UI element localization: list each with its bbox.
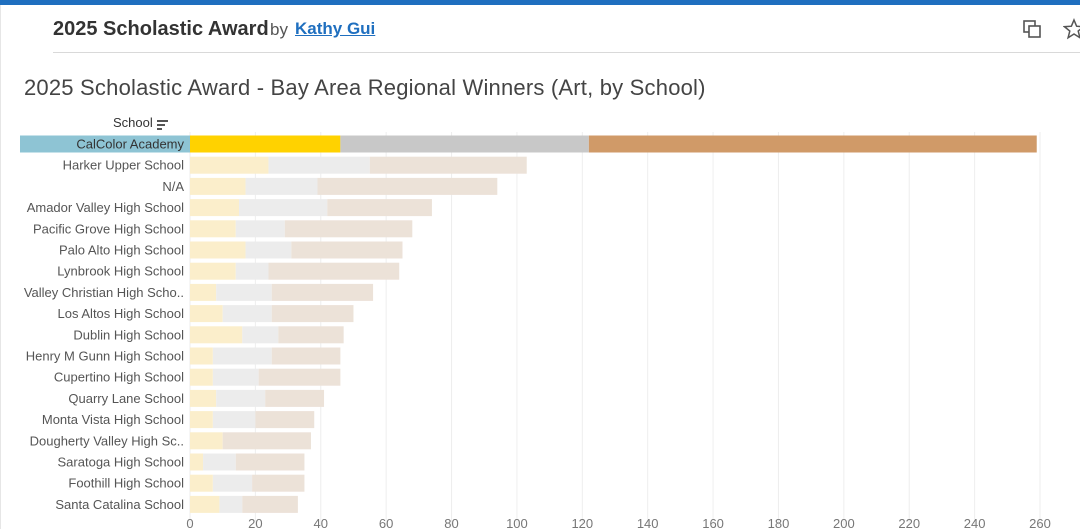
school-label[interactable]: Los Altos High School (58, 306, 185, 321)
x-tick-label: 140 (637, 516, 659, 529)
bar-segment-silver[interactable] (268, 156, 370, 174)
x-tick-label: 260 (1029, 516, 1051, 529)
bar-segment-gold[interactable] (190, 495, 220, 513)
bar-segment-honorable[interactable] (268, 262, 400, 280)
bar-segment-gold[interactable] (190, 283, 217, 301)
bar-segment-silver[interactable] (235, 220, 285, 238)
school-label[interactable]: Dublin High School (73, 327, 184, 342)
x-tick-label: 240 (964, 516, 986, 529)
bar-segment-honorable[interactable] (258, 368, 341, 386)
school-label[interactable]: Cupertino High School (54, 370, 184, 385)
x-tick-label: 120 (571, 516, 593, 529)
bar-segment-honorable[interactable] (327, 199, 432, 217)
sort-descending-icon[interactable] (156, 118, 169, 130)
bar-segment-gold[interactable] (190, 305, 223, 323)
bar-segment-honorable[interactable] (317, 177, 498, 195)
bar-segment-honorable[interactable] (271, 305, 354, 323)
bar-segment-silver[interactable] (222, 305, 272, 323)
school-label[interactable]: Lynbrook High School (57, 264, 184, 279)
bar-segment-gold[interactable] (190, 453, 204, 471)
school-label[interactable]: Valley Christian High Scho.. (24, 285, 184, 300)
bar-segment-gold[interactable] (190, 411, 213, 429)
bar-segment-gold[interactable] (190, 368, 213, 386)
bar-segment-silver[interactable] (212, 411, 256, 429)
viz-title: 2025 Scholastic Award - Bay Area Regiona… (24, 75, 706, 100)
school-label[interactable]: Dougherty Valley High Sc.. (30, 433, 184, 448)
bar-segment-honorable[interactable] (255, 411, 315, 429)
bar-segment-silver[interactable] (239, 199, 328, 217)
bar-segment-honorable[interactable] (235, 453, 305, 471)
bar-segment-honorable[interactable] (369, 156, 527, 174)
bar-segment-gold[interactable] (190, 241, 246, 259)
viz-header: 2025 Scholastic Award by Kathy Gui (53, 14, 1080, 53)
author-link[interactable]: Kathy Gui (295, 19, 376, 38)
viz-frame (0, 5, 1080, 529)
school-label[interactable]: Palo Alto High School (59, 243, 184, 258)
column-header-label: School (113, 115, 153, 130)
bar-segment-gold[interactable] (190, 432, 223, 450)
bar-segment-silver[interactable] (235, 262, 269, 280)
school-label[interactable]: CalColor Academy (76, 137, 184, 152)
bar-segment-honorable[interactable] (284, 220, 413, 238)
bar-segment-honorable[interactable] (222, 432, 311, 450)
school-label[interactable]: Henry M Gunn High School (26, 349, 184, 364)
bar-segment-gold[interactable] (190, 135, 341, 153)
star-icon[interactable] (1063, 18, 1080, 40)
school-label[interactable]: Pacific Grove High School (33, 221, 184, 236)
bar-segment-gold[interactable] (190, 262, 236, 280)
bar-segment-silver[interactable] (212, 368, 259, 386)
bar-segment-honorable[interactable] (291, 241, 403, 259)
x-tick-label: 100 (506, 516, 528, 529)
bar-segment-gold[interactable] (190, 389, 217, 407)
school-label[interactable]: Quarry Lane School (68, 391, 184, 406)
x-tick-label: 0 (186, 516, 193, 529)
bar-segment-gold[interactable] (190, 347, 213, 365)
bar-segment-silver[interactable] (219, 495, 243, 513)
x-tick-label: 20 (248, 516, 262, 529)
bar-segment-silver[interactable] (212, 474, 253, 492)
school-label[interactable]: Foothill High School (68, 476, 184, 491)
x-tick-label: 180 (768, 516, 790, 529)
bar-segment-silver[interactable] (340, 135, 589, 153)
school-label[interactable]: Harker Upper School (63, 158, 184, 173)
bar-segment-gold[interactable] (190, 220, 236, 238)
x-tick-label: 200 (833, 516, 855, 529)
x-tick-label: 60 (379, 516, 393, 529)
bar-segment-honorable[interactable] (242, 495, 298, 513)
school-label[interactable]: Saratoga High School (58, 455, 185, 470)
bar-chart: CalColor Academy Harker Upper School N/A Am… (20, 132, 1051, 529)
school-label[interactable]: N/A (162, 179, 184, 194)
bar-segment-silver[interactable] (245, 241, 292, 259)
bar-segment-honorable[interactable] (271, 283, 374, 301)
bar-segment-honorable[interactable] (265, 389, 325, 407)
school-label[interactable]: Santa Catalina School (55, 497, 184, 512)
school-label[interactable]: Monta Vista High School (42, 412, 184, 427)
bar-segment-honorable[interactable] (588, 135, 1037, 153)
bar-segment-silver[interactable] (245, 177, 318, 195)
selected-row-highlight (20, 135, 190, 153)
by-label: by (270, 20, 288, 39)
x-tick-label: 80 (444, 516, 458, 529)
x-tick-label: 220 (898, 516, 920, 529)
bar-segment-gold[interactable] (190, 177, 246, 195)
x-tick-label: 40 (314, 516, 328, 529)
copy-icon[interactable] (1021, 18, 1043, 40)
bar-segment-gold[interactable] (190, 474, 213, 492)
bar-segment-gold[interactable] (190, 199, 240, 217)
school-label[interactable]: Amador Valley High School (27, 200, 184, 215)
bar-segment-honorable[interactable] (271, 347, 341, 365)
bar-segment-silver[interactable] (203, 453, 236, 471)
page-title: 2025 Scholastic Award (53, 18, 269, 40)
bar-segment-silver[interactable] (216, 283, 272, 301)
bar-segment-honorable[interactable] (252, 474, 305, 492)
bar-segment-gold[interactable] (190, 156, 269, 174)
bar-segment-honorable[interactable] (278, 326, 344, 344)
bar-segment-gold[interactable] (190, 326, 243, 344)
top-accent-bar (0, 0, 1080, 5)
bar-segment-silver[interactable] (216, 389, 266, 407)
x-tick-label: 160 (702, 516, 724, 529)
bar-segment-silver[interactable] (242, 326, 279, 344)
bar-segment-silver[interactable] (212, 347, 272, 365)
column-header-school[interactable]: School (113, 115, 169, 130)
